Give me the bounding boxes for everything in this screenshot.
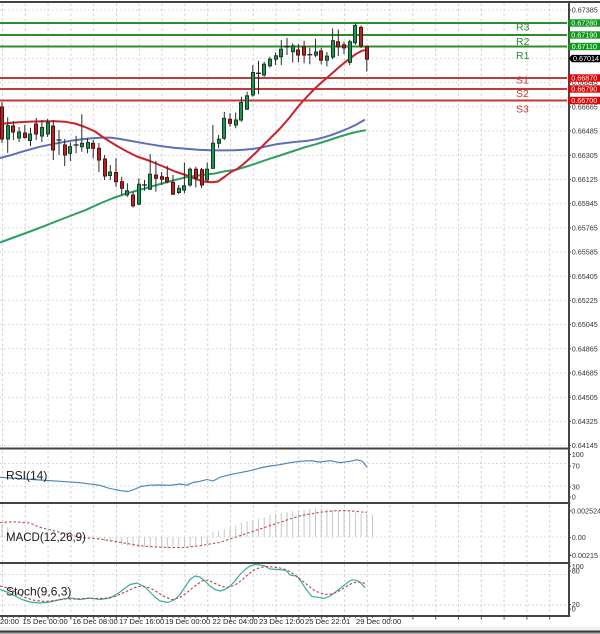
- svg-text:0: 0: [572, 605, 576, 614]
- svg-text:0.66845: 0.66845: [572, 78, 598, 87]
- svg-text:23 Dec 12:00: 23 Dec 12:00: [259, 617, 304, 626]
- svg-text:S1: S1: [516, 74, 529, 86]
- svg-text:22 Dec 04:00: 22 Dec 04:00: [213, 617, 258, 626]
- svg-text:R3: R3: [516, 22, 530, 34]
- svg-text:17 Dec 16:00: 17 Dec 16:00: [119, 617, 164, 626]
- svg-text:Stoch(9,6,3): Stoch(9,6,3): [6, 585, 71, 599]
- svg-text:15 Dec 00:00: 15 Dec 00:00: [23, 617, 68, 626]
- svg-text:0.64505: 0.64505: [572, 393, 598, 402]
- svg-text:29 Dec 00:00: 29 Dec 00:00: [356, 617, 401, 626]
- svg-text:16 Dec 08:00: 16 Dec 08:00: [73, 617, 118, 626]
- svg-text:RSI(14): RSI(14): [6, 469, 47, 483]
- svg-text:0.65045: 0.65045: [572, 320, 598, 329]
- svg-text:S2: S2: [516, 88, 529, 100]
- svg-text:0.65945: 0.65945: [572, 199, 598, 208]
- svg-text:0.64145: 0.64145: [572, 441, 598, 450]
- svg-text:0.66790: 0.66790: [571, 85, 597, 94]
- svg-text:0.002524: 0.002524: [571, 506, 600, 515]
- svg-text:0.67190: 0.67190: [571, 31, 597, 40]
- svg-text:19 Dec 00:00: 19 Dec 00:00: [165, 617, 210, 626]
- svg-text:100: 100: [572, 450, 584, 459]
- svg-text:0.65225: 0.65225: [572, 296, 598, 305]
- svg-text:S3: S3: [516, 103, 529, 115]
- svg-text:0.64865: 0.64865: [572, 344, 598, 353]
- svg-text:100: 100: [572, 562, 584, 571]
- svg-text:0.65405: 0.65405: [572, 272, 598, 281]
- svg-text:0.67385: 0.67385: [572, 6, 598, 15]
- svg-text:0.00: 0.00: [572, 533, 586, 542]
- svg-text:0.66665: 0.66665: [572, 102, 598, 111]
- svg-text:MACD(12,26,9): MACD(12,26,9): [6, 532, 86, 544]
- svg-text:0.67014: 0.67014: [573, 54, 599, 63]
- svg-text:R1: R1: [516, 50, 530, 62]
- svg-text:0.66485: 0.66485: [572, 127, 598, 136]
- svg-text:0.66870: 0.66870: [571, 74, 597, 83]
- svg-text:20:00: 20:00: [0, 617, 19, 626]
- svg-text:R2: R2: [516, 36, 530, 48]
- svg-text:0.67110: 0.67110: [572, 42, 597, 51]
- svg-text:0.66700: 0.66700: [571, 96, 597, 105]
- svg-text:25 Dec 22:01: 25 Dec 22:01: [305, 617, 350, 626]
- svg-text:70: 70: [572, 462, 580, 471]
- svg-text:0.67280: 0.67280: [571, 19, 597, 28]
- svg-text:80: 80: [572, 567, 580, 576]
- svg-text:0.66305: 0.66305: [572, 151, 598, 160]
- svg-text:0.66125: 0.66125: [572, 175, 598, 184]
- svg-text:0: 0: [572, 493, 576, 502]
- svg-text:0.64685: 0.64685: [572, 369, 598, 378]
- svg-text:30: 30: [572, 483, 580, 492]
- svg-text:-0.00215: -0.00215: [570, 551, 598, 560]
- svg-text:0.65765: 0.65765: [572, 223, 598, 232]
- svg-text:0.65585: 0.65585: [572, 248, 598, 257]
- svg-text:20: 20: [572, 600, 580, 609]
- svg-text:0.64325: 0.64325: [572, 417, 598, 426]
